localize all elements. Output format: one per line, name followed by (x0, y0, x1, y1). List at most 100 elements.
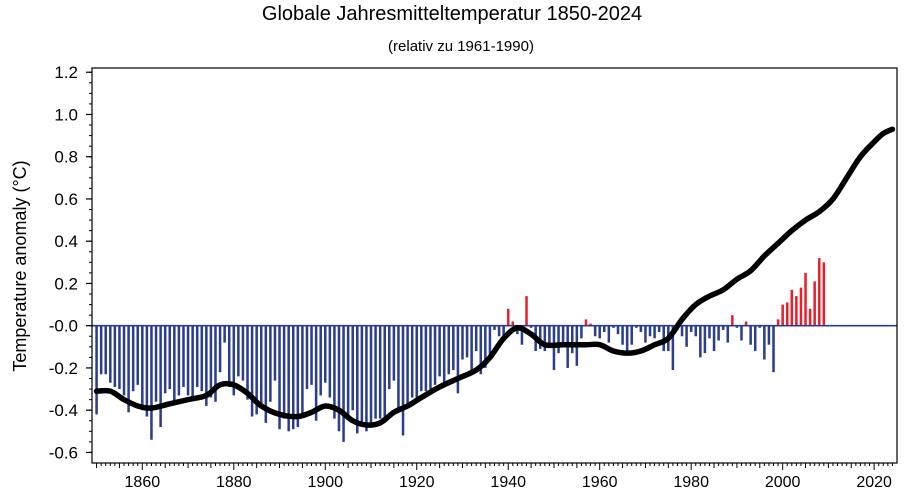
bar-1883 (246, 325, 249, 400)
bar-1855 (118, 325, 121, 390)
bar-1884 (250, 325, 254, 417)
bar-1932 (470, 325, 473, 373)
bar-2008 (817, 258, 821, 326)
bar-series (95, 258, 826, 442)
bar-1910 (369, 325, 373, 428)
bar-1978 (680, 325, 684, 337)
bar-1921 (420, 325, 423, 392)
bar-1933 (474, 325, 478, 352)
y-tick-label: 1.2 (54, 63, 78, 82)
bar-1949 (548, 325, 551, 343)
bar-1850 (95, 325, 98, 415)
bar-1914 (388, 325, 391, 390)
bar-1988 (726, 325, 730, 343)
bar-1980 (689, 325, 693, 333)
bar-1951 (557, 325, 560, 354)
bar-2007 (813, 281, 816, 326)
bar-1865 (163, 325, 167, 394)
bar-2006 (808, 308, 812, 326)
bar-1917 (401, 325, 405, 436)
bar-1895 (301, 325, 304, 415)
bar-1994 (753, 325, 757, 352)
bar-2003 (795, 296, 798, 326)
bar-1859 (136, 325, 139, 385)
bar-1960 (598, 325, 601, 339)
x-tick-label: 1860 (125, 474, 161, 491)
x-tick-label: 2000 (765, 474, 801, 491)
bar-1851 (99, 325, 103, 375)
bar-1923 (429, 325, 432, 390)
bar-1862 (150, 325, 153, 440)
bar-1891 (282, 325, 286, 419)
y-tick-label: -0.0 (49, 317, 78, 336)
bar-1928 (452, 325, 455, 371)
bar-1930 (461, 325, 464, 360)
bar-1898 (314, 325, 318, 421)
bar-1962 (607, 325, 611, 343)
bar-1906 (351, 325, 354, 411)
bar-1952 (561, 325, 565, 347)
bar-1866 (168, 325, 172, 390)
bar-1868 (177, 325, 181, 396)
y-tick-label: 0.4 (54, 232, 78, 251)
bar-2001 (785, 302, 789, 326)
bar-1929 (456, 325, 460, 394)
bar-2005 (804, 272, 807, 326)
bar-1860 (141, 325, 144, 411)
bar-1996 (763, 325, 766, 360)
bar-1890 (278, 325, 281, 430)
bar-1903 (337, 325, 341, 432)
bar-1936 (488, 325, 492, 360)
bar-1900 (324, 325, 327, 383)
bar-2004 (799, 287, 803, 326)
smoothed-trend-series (93, 126, 896, 428)
bar-1972 (653, 325, 656, 339)
bar-1852 (104, 325, 107, 375)
bar-1976 (671, 325, 675, 371)
bar-1861 (145, 325, 149, 417)
y-tick-label: 1.0 (54, 105, 78, 124)
y-axis: 1.2 1.0 0.8 0.6 0.4 0.2 -0.0 -0.2 -0.4 -0.6 (49, 63, 92, 462)
bar-1888 (269, 325, 272, 402)
bar-1874 (205, 325, 208, 406)
y-tick-label: -0.2 (49, 359, 78, 378)
x-axis: 1860 1880 1900 1920 1940 1960 1980 2000 2020 (96, 463, 893, 491)
bar-1998 (772, 325, 775, 373)
x-tick-label: 1940 (490, 474, 526, 491)
bar-1879 (227, 325, 231, 387)
bar-1957 (584, 319, 588, 326)
bar-1902 (333, 325, 336, 419)
bar-1941 (511, 321, 515, 326)
bar-1916 (397, 325, 400, 411)
bar-1966 (625, 325, 629, 352)
bar-1918 (406, 325, 409, 406)
bar-1926 (442, 325, 446, 387)
bar-1885 (255, 325, 258, 415)
bar-1911 (374, 325, 377, 419)
bar-1993 (749, 325, 752, 345)
chart-subtitle: (relativ zu 1961-1990) (388, 38, 534, 55)
bar-1909 (365, 325, 368, 432)
bar-1863 (154, 325, 158, 402)
bar-1937 (493, 325, 496, 330)
bar-1913 (383, 325, 386, 423)
x-tick-label: 1900 (307, 474, 343, 491)
bar-1927 (447, 325, 451, 375)
bar-1896 (305, 325, 309, 390)
bar-1958 (589, 323, 592, 326)
bar-1959 (593, 325, 597, 337)
bar-1897 (310, 325, 313, 385)
bar-1873 (200, 325, 204, 392)
bar-1887 (264, 325, 268, 423)
bar-1944 (525, 296, 528, 326)
bar-1912 (378, 325, 382, 419)
bar-1947 (538, 325, 542, 349)
y-tick-label: 0.6 (54, 190, 78, 209)
bar-1908 (360, 325, 364, 423)
bar-1858 (131, 325, 135, 392)
bar-1989 (731, 315, 734, 326)
plot-frame (91, 67, 898, 464)
bar-1905 (346, 325, 350, 419)
y-axis-label: Temperature anomaly (°C) (10, 160, 30, 371)
